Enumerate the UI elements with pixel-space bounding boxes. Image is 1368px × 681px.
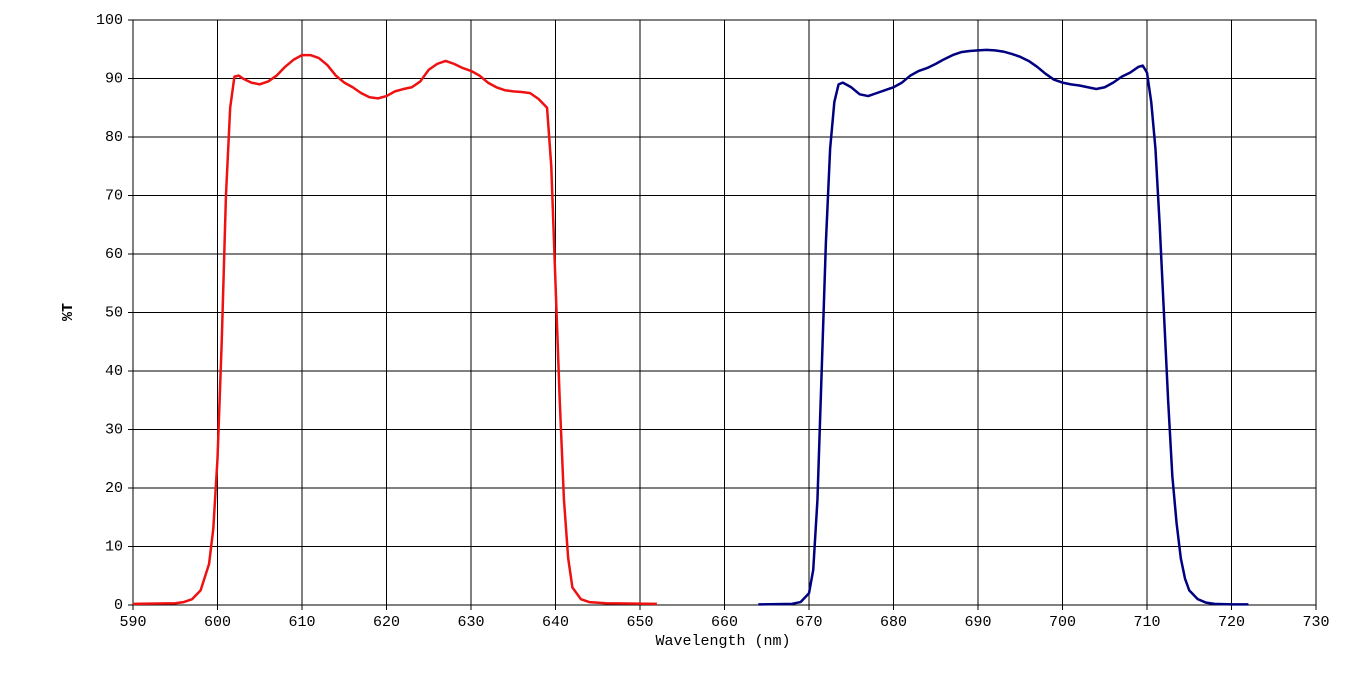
x-tick-label: 680: [880, 614, 907, 631]
y-tick-label: 40: [105, 363, 123, 380]
y-axis-label: %T: [60, 303, 77, 321]
y-tick-label: 50: [105, 304, 123, 321]
x-tick-label: 670: [795, 614, 822, 631]
y-tick-label: 20: [105, 480, 123, 497]
x-tick-label: 720: [1218, 614, 1245, 631]
y-tick-label: 80: [105, 129, 123, 146]
x-tick-label: 650: [626, 614, 653, 631]
x-tick-label: 640: [542, 614, 569, 631]
x-tick-label: 660: [711, 614, 738, 631]
y-tick-label: 10: [105, 538, 123, 555]
x-tick-label: 600: [204, 614, 231, 631]
x-tick-label: 610: [288, 614, 315, 631]
y-tick-label: 0: [114, 597, 123, 614]
x-tick-label: 730: [1302, 614, 1329, 631]
x-tick-label: 690: [964, 614, 991, 631]
y-tick-label: 100: [96, 12, 123, 29]
x-tick-label: 630: [457, 614, 484, 631]
series-line: [132, 53, 657, 606]
series-line: [758, 48, 1249, 606]
x-tick-label: 620: [373, 614, 400, 631]
x-tick-label: 700: [1049, 614, 1076, 631]
y-tick-label: 30: [105, 421, 123, 438]
x-axis-label: Wavelength (nm): [655, 633, 790, 650]
y-tick-label: 70: [105, 187, 123, 204]
y-tick-label: 60: [105, 246, 123, 263]
x-tick-label: 710: [1133, 614, 1160, 631]
y-tick-label: 90: [105, 70, 123, 87]
x-tick-label: 590: [119, 614, 146, 631]
